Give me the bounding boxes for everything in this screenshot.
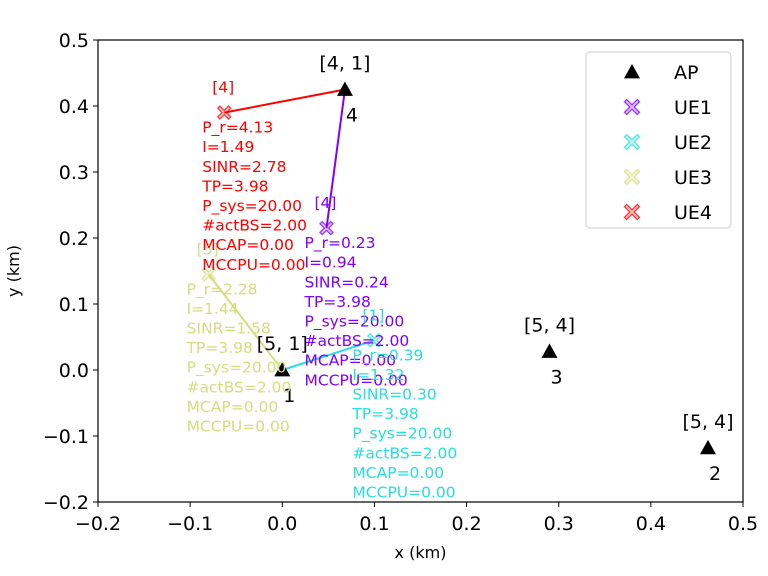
ue-metric-ue3: #actBS=2.00 [187, 378, 292, 396]
ue-metric-ue2: P_r=0.39 [352, 346, 423, 365]
ap-id-label: 3 [550, 367, 562, 389]
ue-metric-ue4: I=1.49 [202, 138, 254, 156]
plot-frame [97, 39, 744, 503]
legend: AP UE1 UE2 UE3 UE4 [585, 51, 732, 229]
ap-marker-4 [336, 81, 353, 96]
association-line-ue2 [281, 339, 375, 371]
legend-label: UE1 [674, 97, 712, 119]
ue-metric-ue2: I=1.32 [352, 366, 404, 384]
ap-assignment-label: [5, 4] [682, 411, 733, 433]
ue-metric-ue4: TP=3.98 [201, 177, 268, 195]
ue-metric-ue3: I=1.44 [187, 300, 239, 318]
ue-metric-ue4: P_sys=20.00 [202, 197, 302, 216]
x-tick-label: −0.1 [167, 513, 213, 535]
ue-metric-ue3: P_r=2.28 [187, 280, 258, 299]
axes: −0.2 −0.1 0.0 0.1 0.2 0.3 0.4 0.5 −0.2 −0.1 0.0 0.1… [43, 30, 758, 535]
association-line-ue1 [325, 89, 346, 229]
ue-metric-ue1: MCCPU=0.00 [305, 371, 408, 389]
legend-marker-ue1 [623, 98, 641, 116]
x-tick-label: 0.5 [728, 513, 758, 535]
ue-metric-ue2: P_sys=20.00 [352, 425, 452, 444]
annotations: [5, 1]1[5, 4]2[5, 4]3[4, 1]4[4]P_r=0.23I… [186, 53, 734, 502]
x-axis-label: x (km) [395, 543, 447, 562]
ue-metric-ue2: MCAP=0.00 [352, 464, 444, 482]
ue-metric-ue4: MCCPU=0.00 [202, 256, 305, 274]
ue-tag-ue4: [4] [212, 79, 234, 97]
ue-tag-ue3: [5] [197, 240, 219, 258]
connection-lines [207, 88, 375, 371]
ap-assignment-label: [4, 1] [319, 53, 370, 75]
y-tick-label: 0.2 [59, 228, 89, 250]
legend-label: AP [674, 62, 698, 84]
y-axis-label: y (km) [4, 245, 23, 297]
ue-metric-ue1: I=0.94 [305, 254, 357, 272]
ue-metric-ue2: TP=3.98 [351, 405, 418, 423]
association-line-ue3 [207, 273, 284, 371]
ap-marker-1 [274, 362, 291, 377]
x-tick-label: 0.3 [544, 513, 574, 535]
ue-metric-ue1: MCAP=0.00 [305, 352, 397, 370]
ue-metric-ue3: P_sys=20.00 [187, 359, 287, 378]
ap-assignment-label: [5, 1] [257, 333, 308, 355]
y-tick-label: 0.5 [59, 30, 89, 52]
y-tick-label: 0.0 [59, 360, 89, 382]
ue-metric-ue3: MCCPU=0.00 [187, 418, 290, 436]
ap-assignment-label: [5, 4] [524, 315, 575, 337]
ue-marker-ue2 [367, 332, 382, 348]
x-tick-label: 0.0 [267, 513, 297, 535]
ue-marker-ue1 [319, 220, 334, 236]
legend-marker-ap [624, 64, 640, 79]
ue-metric-ue1: #actBS=2.00 [305, 332, 410, 350]
ue-metric-ue3: SINR=1.58 [187, 320, 271, 338]
x-tick-label: 0.4 [636, 513, 666, 535]
ue-tag-ue1: [4] [315, 194, 337, 212]
x-tick-label: 0.2 [451, 513, 481, 535]
ue-metric-ue2: SINR=0.30 [352, 386, 436, 404]
ap-id-label: 1 [283, 385, 295, 407]
association-line-ue4 [224, 88, 346, 114]
ap-id-label: 4 [346, 105, 358, 127]
y-tick-label: −0.2 [43, 492, 89, 514]
ue-metric-ue4: MCAP=0.00 [202, 236, 294, 254]
ue-metric-ue3: TP=3.98 [186, 339, 253, 357]
ue-metric-ue3: MCAP=0.00 [187, 398, 279, 416]
ue-metric-ue1: P_r=0.23 [305, 234, 376, 253]
x-tick-label: −0.2 [75, 513, 121, 535]
ap-marker-2 [699, 439, 716, 455]
legend-label: UE3 [674, 167, 712, 189]
legend-label: UE2 [674, 132, 712, 154]
legend-label: UE4 [674, 202, 712, 224]
y-tick-label: −0.1 [43, 426, 89, 448]
ue-metric-ue1: P_sys=20.00 [305, 313, 405, 332]
x-tick-label: 0.1 [359, 513, 389, 535]
legend-marker-ue2 [623, 133, 641, 151]
ue-marker-ue3 [201, 266, 216, 282]
ue-metric-ue4: P_r=4.13 [202, 119, 273, 138]
ue-metric-ue1: TP=3.98 [304, 293, 371, 311]
data-points [201, 81, 716, 455]
y-tick-label: 0.3 [59, 162, 89, 184]
legend-marker-ue4 [623, 203, 641, 221]
ue-metric-ue2: #actBS=2.00 [352, 444, 457, 462]
legend-marker-ue3 [623, 168, 641, 186]
ue-metric-ue4: SINR=2.78 [202, 158, 286, 176]
ue-metric-ue4: #actBS=2.00 [202, 217, 307, 235]
ue-metric-ue2: MCCPU=0.00 [352, 484, 455, 502]
ue-tag-ue2: [1] [362, 306, 384, 324]
ap-marker-3 [541, 343, 558, 358]
y-tick-label: 0.1 [59, 294, 89, 316]
y-tick-label: 0.4 [59, 96, 89, 118]
legend-box [585, 51, 732, 229]
ue-metric-ue1: SINR=0.24 [305, 273, 389, 291]
ap-id-label: 2 [709, 463, 721, 485]
ue-marker-ue4 [216, 105, 232, 121]
